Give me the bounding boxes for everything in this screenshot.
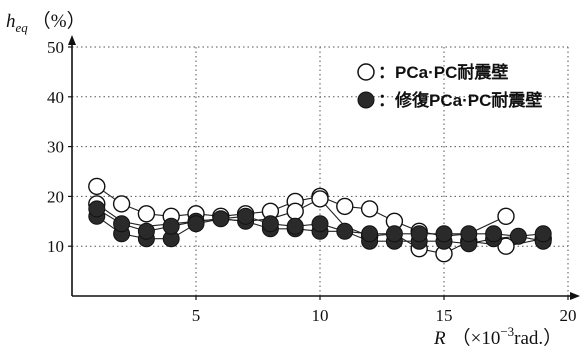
repaired-wall-data-point [237, 207, 255, 225]
repaired-wall-data-point [88, 200, 106, 218]
x-tick-label: 20 [560, 306, 577, 325]
original-wall-data-point [112, 195, 131, 213]
y-tick-label: 40 [47, 88, 64, 107]
y-tick-label: 30 [47, 138, 64, 157]
repaired-wall-data-point [113, 215, 131, 233]
repaired-wall-data-point [212, 210, 230, 228]
legend-label-repaired-pca-pc-wall: ：修復PCa·PC耐震壁 [378, 90, 542, 110]
repaired-wall-data-point [311, 215, 329, 233]
y-axis-arrow [68, 35, 76, 45]
x-axis-title: R （×10−3rad.） [433, 324, 562, 349]
repaired-wall-data-point [361, 225, 379, 243]
legend-label-pca-pc-wall: ：PCa·PC耐震壁 [378, 62, 508, 82]
repaired-wall-data-point [435, 225, 453, 243]
repaired-wall-data-point [261, 215, 279, 233]
tick-labels: 10 20 30 40 50 5 10 15 20 [47, 38, 577, 325]
x-tick-label: 5 [192, 306, 201, 325]
original-wall-data-point [88, 177, 106, 196]
original-wall-data-point [137, 205, 156, 223]
repaired-wall-data-point [385, 225, 403, 243]
y-tick-label: 10 [47, 237, 64, 256]
repaired-wall-data-point [187, 215, 205, 233]
legend-filled-circle-marker [357, 91, 375, 109]
repaired-wall-data-point [485, 225, 503, 243]
repaired-wall-data-point [460, 225, 478, 243]
y-tick-label: 50 [47, 38, 64, 57]
repaired-wall-data-point [286, 217, 304, 235]
gridlines [72, 46, 569, 296]
repaired-wall-data-point [336, 222, 354, 240]
legend: ：PCa·PC耐震壁 ：修復PCa·PC耐震壁 [357, 62, 542, 110]
x-tick-label: 10 [312, 306, 329, 325]
repaired-wall-data-point [534, 225, 552, 243]
y-axis-title: heq （%） [6, 10, 86, 35]
axes [68, 35, 580, 300]
original-wall-data-point [336, 197, 354, 216]
repaired-wall-data-point [410, 225, 428, 243]
original-wall-data-point [497, 207, 515, 226]
repaired-wall-data-point [509, 227, 527, 245]
original-wall-data-point [497, 237, 515, 255]
repaired-wall-data-point [162, 217, 180, 235]
x-axis-arrow [570, 292, 580, 300]
series-points [88, 177, 552, 263]
original-wall-data-point [286, 202, 304, 221]
original-wall-data-point [360, 200, 379, 218]
y-tick-label: 20 [47, 187, 64, 206]
legend-open-circle-marker [357, 63, 375, 81]
repaired-wall-data-point [137, 222, 155, 240]
original-wall-data-point [311, 190, 329, 208]
x-tick-label: 15 [436, 306, 453, 325]
